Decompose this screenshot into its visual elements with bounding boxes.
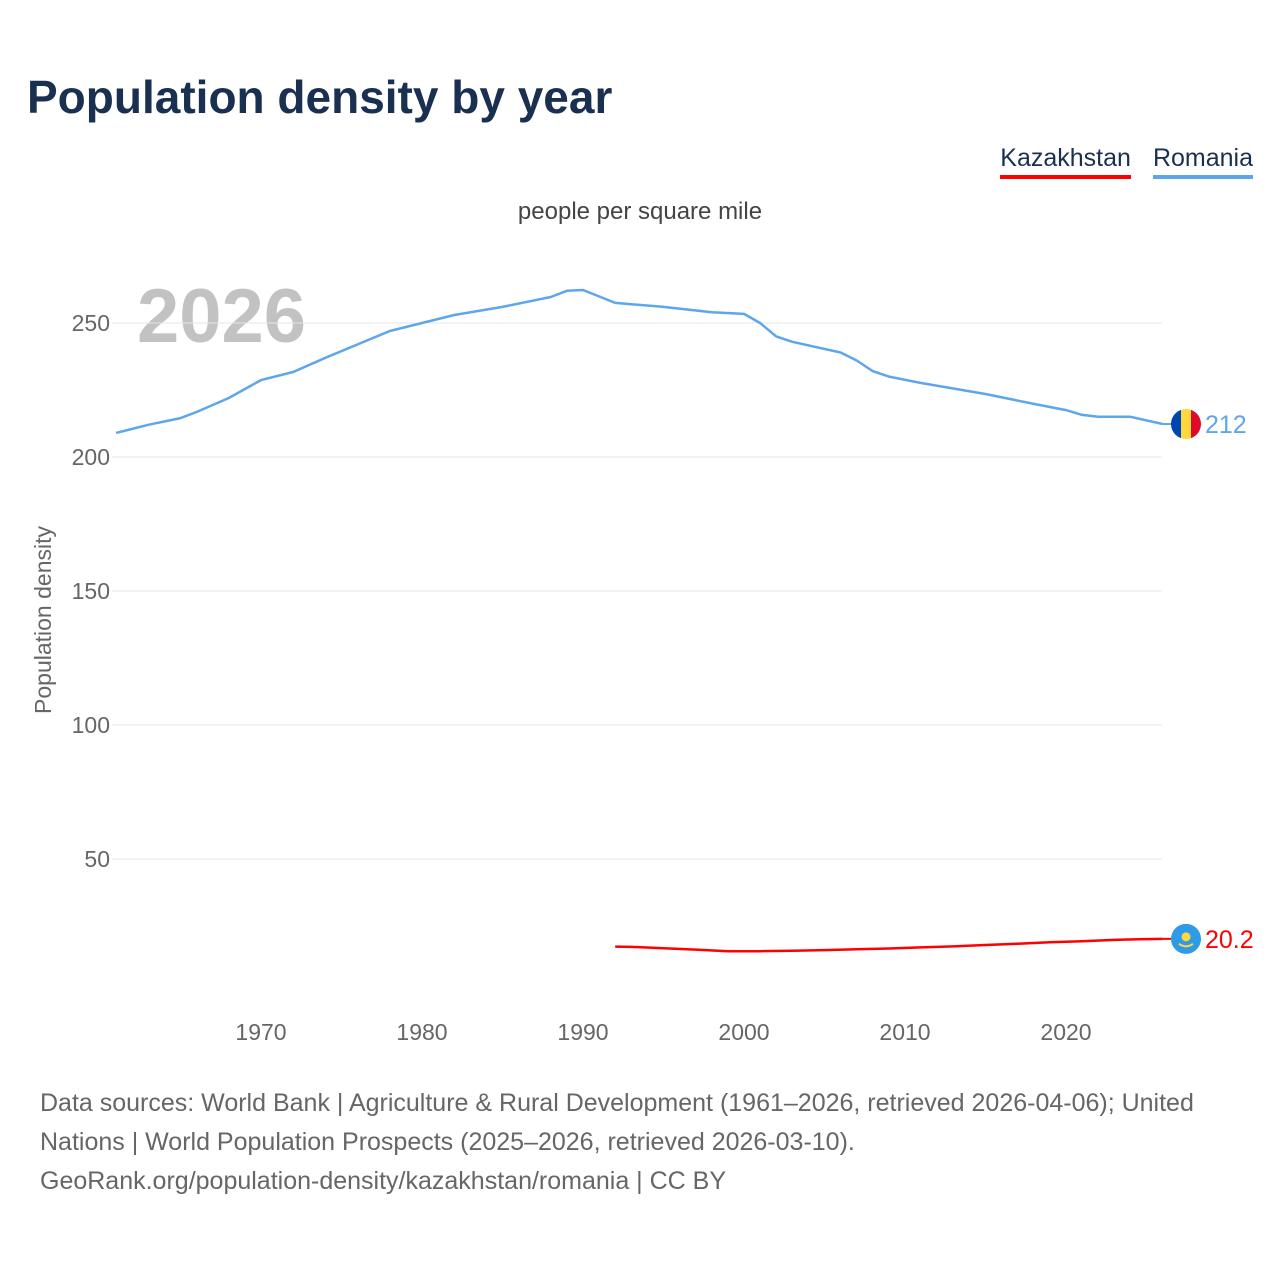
chart-subtitle: people per square mile (517, 198, 763, 225)
x-tick-label: 2020 (1040, 1019, 1091, 1045)
y-tick-label: 50 (84, 846, 110, 872)
x-tick-label: 2000 (718, 1019, 769, 1045)
romania-flag-icon (1191, 409, 1201, 440)
series-line-kazakhstan (615, 937, 1163, 953)
series-line-romania (115, 288, 1163, 435)
y-tick-label: 100 (72, 712, 110, 738)
source-note: Data sources: World Bank | Agriculture &… (40, 1084, 1250, 1201)
x-tick-label: 1990 (557, 1019, 608, 1045)
x-tick-label: 1980 (396, 1019, 447, 1045)
romania-flag-icon (1171, 409, 1181, 440)
x-tick-label: 2010 (879, 1019, 930, 1045)
legend: Kazakhstan Romania (1000, 144, 1253, 179)
legend-item-kazakhstan[interactable]: Kazakhstan (1000, 144, 1131, 179)
chart-title: Population density by year (27, 71, 613, 123)
year-watermark: 2026 (137, 274, 306, 359)
y-axis-label: Population density (30, 526, 56, 714)
romania-flag-icon (1181, 409, 1191, 440)
end-value-label: 20.2 (1205, 926, 1254, 954)
legend-item-romania[interactable]: Romania (1152, 144, 1253, 179)
y-tick-label: 200 (72, 444, 110, 470)
flag-eagle-icon (1178, 943, 1194, 948)
flag-sun-icon (1181, 932, 1191, 942)
source-link[interactable]: GeoRank.org/population-density/kazakhsta… (40, 1167, 727, 1195)
y-tick-label: 150 (72, 578, 110, 604)
y-tick-label: 250 (72, 310, 110, 336)
x-tick-label: 1970 (235, 1019, 286, 1045)
source-text: Data sources: World Bank | Agriculture &… (40, 1089, 1194, 1156)
end-value-label: 212 (1205, 411, 1247, 439)
